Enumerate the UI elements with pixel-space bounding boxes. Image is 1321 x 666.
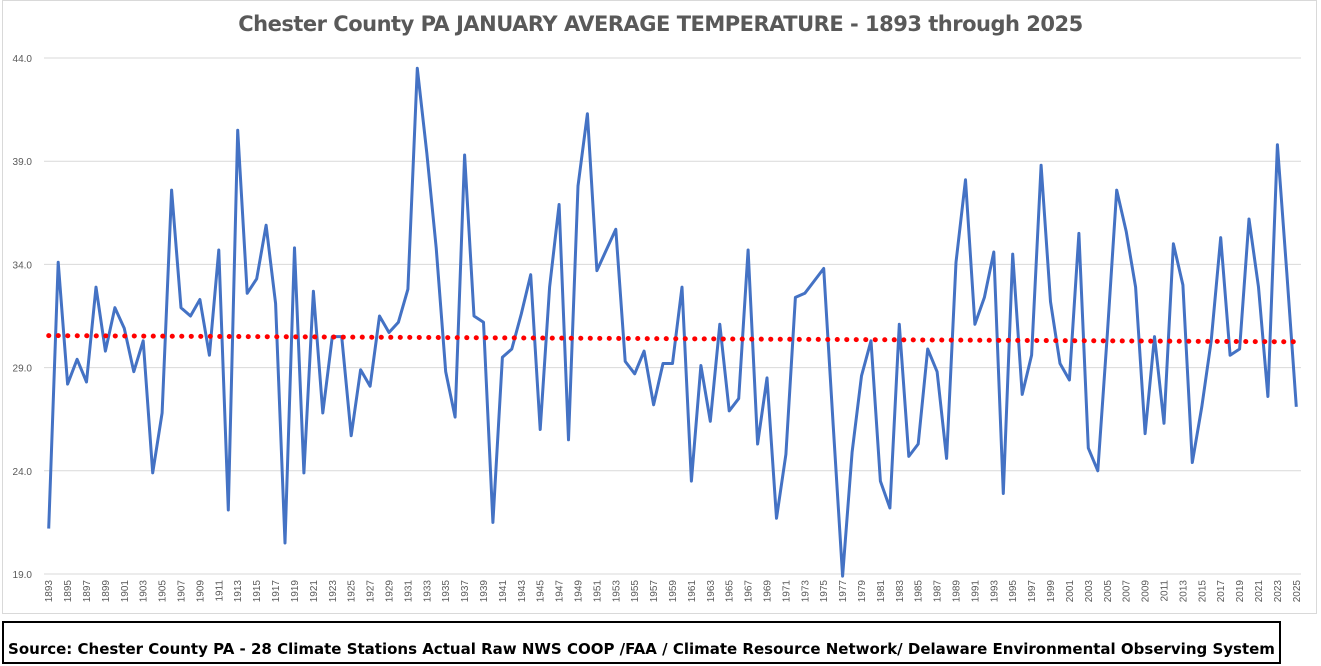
x-tick-label: 1977 (838, 580, 849, 603)
x-tick-label: 1979 (857, 580, 868, 603)
x-tick-label: 2003 (1084, 580, 1095, 603)
x-tick-label: 1921 (309, 580, 320, 603)
source-caption: Source: Chester County PA - 28 Climate S… (8, 640, 1275, 658)
x-tick-label: 1943 (517, 580, 528, 603)
x-tick-label: 1973 (800, 580, 811, 603)
x-tick-label: 2011 (1159, 580, 1170, 602)
x-tick-label: 1901 (120, 580, 131, 603)
y-tick-label: 34.0 (13, 260, 33, 271)
x-tick-label: 1941 (498, 580, 509, 603)
x-tick-label: 1959 (668, 580, 679, 603)
x-tick-label: 1993 (989, 580, 1000, 603)
y-tick-label: 19.0 (13, 570, 33, 581)
source-box: Source: Chester County PA - 28 Climate S… (2, 621, 1281, 664)
x-tick-label: 1995 (1008, 580, 1019, 603)
x-tick-label: 2017 (1216, 580, 1227, 603)
x-tick-label: 2015 (1197, 580, 1208, 603)
x-tick-label: 2001 (1065, 580, 1076, 603)
x-tick-label: 1963 (706, 580, 717, 603)
x-tick-label: 2009 (1141, 580, 1152, 603)
x-tick-label: 1893 (44, 580, 55, 603)
line-chart: 44.0 39.0 34.0 29.0 24.0 19.0 1893 1895 1897 1899… (13, 54, 1303, 603)
x-tick-label: 1935 (441, 580, 452, 603)
x-tick-label: 1915 (252, 580, 263, 603)
x-tick-label: 1929 (384, 580, 395, 603)
x-tick-label: 2019 (1235, 580, 1246, 603)
x-tick-label: 1927 (366, 580, 377, 603)
x-tick-label: 1967 (744, 580, 755, 603)
x-tick-label: 1947 (555, 580, 566, 603)
x-tick-label: 2021 (1254, 580, 1265, 603)
x-tick-label: 1911 (214, 580, 225, 602)
x-tick-label: 1953 (611, 580, 622, 603)
x-tick-label: 1907 (177, 580, 188, 603)
x-tick-label: 1975 (819, 580, 830, 603)
x-tick-label: 1931 (403, 580, 414, 603)
x-tick-label: 1909 (195, 580, 206, 603)
chart-title: Chester County PA JANUARY AVERAGE TEMPER… (238, 12, 1083, 36)
x-tick-label: 1905 (158, 580, 169, 603)
x-tick-label: 1899 (101, 580, 112, 603)
x-tick-label: 1969 (763, 580, 774, 603)
x-tick-label: 1917 (271, 580, 282, 603)
x-tick-label: 1923 (328, 580, 339, 603)
x-tick-label: 1985 (914, 580, 925, 603)
x-tick-label: 1949 (573, 580, 584, 603)
x-tick-label: 1933 (422, 580, 433, 603)
x-tick-label: 1955 (630, 580, 641, 603)
x-tick-label: 1945 (536, 580, 547, 603)
x-tick-label: 1981 (876, 580, 887, 603)
y-tick-label: 39.0 (13, 157, 33, 168)
x-tick-label: 1937 (460, 580, 471, 603)
x-tick-label: 1895 (63, 580, 74, 603)
x-tick-label: 1897 (82, 580, 93, 603)
x-tick-label: 1925 (347, 580, 358, 603)
x-tick-label: 1957 (649, 580, 660, 603)
x-tick-label: 1965 (725, 580, 736, 603)
x-tick-label: 1903 (139, 580, 150, 603)
y-tick-label: 24.0 (13, 467, 33, 478)
x-tick-label: 1939 (479, 580, 490, 603)
x-tick-label: 1971 (781, 580, 792, 603)
x-tick-label: 2023 (1273, 580, 1284, 603)
x-tick-label: 1913 (233, 580, 244, 603)
x-tick-label: 1989 (952, 580, 963, 603)
y-tick-label: 29.0 (13, 364, 33, 375)
temperature-series-line (47, 66, 1298, 578)
trend-line (46, 333, 1299, 345)
x-tick-label: 1997 (1027, 580, 1038, 603)
x-tick-label: 2007 (1122, 580, 1133, 603)
x-tick-label: 1951 (592, 580, 603, 603)
x-tick-label: 1999 (1046, 580, 1057, 603)
x-tick-label: 1983 (895, 580, 906, 603)
x-tick-label: 2025 (1292, 580, 1303, 603)
x-tick-label: 1961 (687, 580, 698, 603)
x-tick-label: 2005 (1103, 580, 1114, 603)
x-tick-label: 2013 (1178, 580, 1189, 603)
x-tick-label: 1919 (290, 580, 301, 603)
x-tick-label: 1991 (970, 580, 981, 603)
x-tick-label: 1987 (933, 580, 944, 603)
y-tick-label: 44.0 (13, 54, 33, 65)
